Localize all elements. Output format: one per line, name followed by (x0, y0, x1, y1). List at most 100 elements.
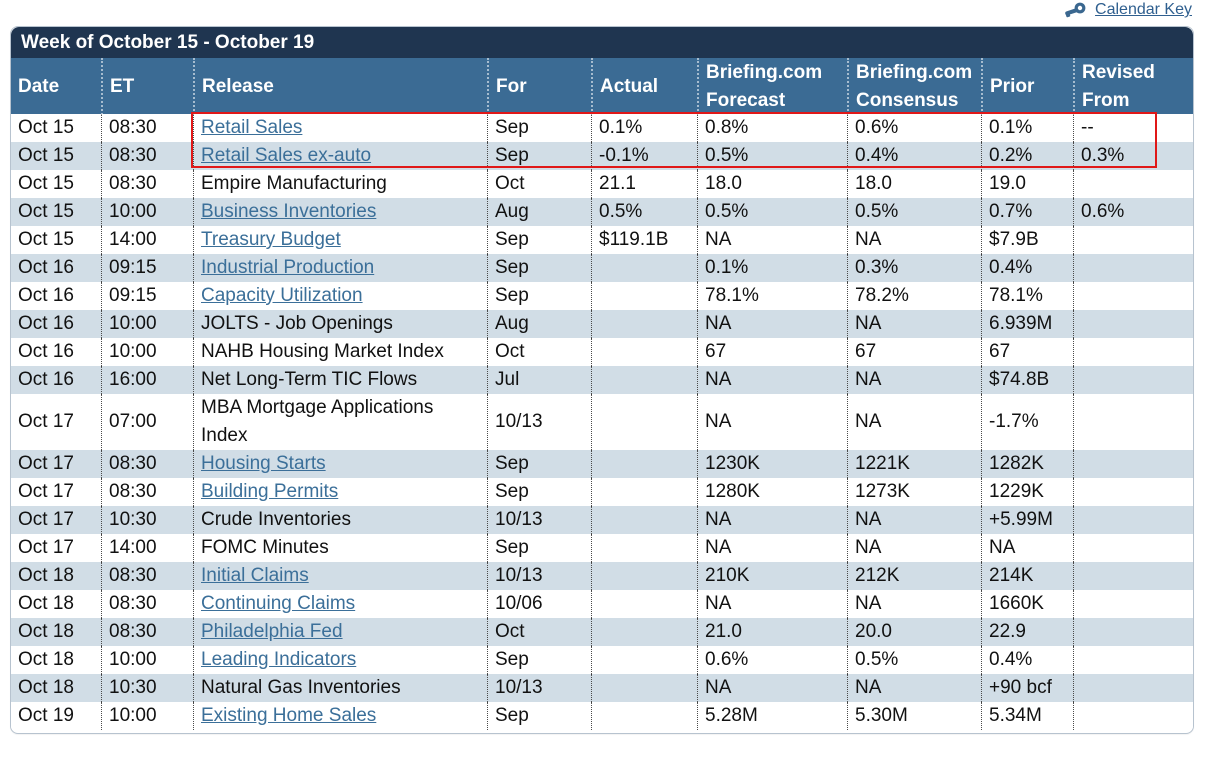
release-cell[interactable]: Existing Home Sales (193, 702, 487, 730)
revised-from-cell: -- (1073, 114, 1193, 142)
release-label: Crude Inventories (201, 509, 351, 530)
prior-cell: 0.2% (981, 142, 1073, 170)
prior-cell: 0.4% (981, 646, 1073, 674)
for-cell: Sep (487, 142, 591, 170)
table-row: Oct 16 09:15 Capacity Utilization Sep 78.1% 7… (11, 282, 1193, 310)
prior-cell: 0.7% (981, 198, 1073, 226)
release-link[interactable]: Retail Sales ex-auto (201, 145, 372, 166)
time-cell: 10:00 (101, 338, 193, 366)
release-cell[interactable]: Capacity Utilization (193, 282, 487, 310)
time-cell: 08:30 (101, 142, 193, 170)
release-link[interactable]: Leading Indicators (201, 649, 357, 670)
time-cell: 08:30 (101, 114, 193, 142)
table-row: Oct 15 08:30 Retail Sales ex-auto Sep -0.1% 0… (11, 142, 1193, 170)
release-label: NAHB Housing Market Index (201, 341, 444, 362)
table-row: Oct 17 08:30 Building Permits Sep 1280K 1273K… (11, 478, 1193, 506)
date-cell: Oct 16 (18, 341, 74, 362)
release-link[interactable]: Treasury Budget (201, 229, 341, 250)
column-header-revised-from-line1: Revised (1082, 62, 1155, 83)
time-cell: 10:00 (101, 702, 193, 730)
column-header-consensus: Briefing.com Consensus (847, 58, 981, 115)
forecast-cell: NA (697, 394, 847, 450)
prior-cell: $74.8B (981, 366, 1073, 394)
actual-cell (591, 310, 697, 338)
table-row: Oct 18 10:00 Leading Indicators Sep 0.6% 0.5%… (11, 646, 1193, 674)
actual-cell: $119.1B (591, 226, 697, 254)
forecast-cell: NA (697, 534, 847, 562)
release-cell[interactable]: Building Permits (193, 478, 487, 506)
prior-cell: NA (981, 534, 1073, 562)
forecast-cell: NA (697, 226, 847, 254)
release-link[interactable]: Industrial Production (201, 257, 375, 278)
column-header-prior: Prior (981, 58, 1073, 115)
revised-from-cell (1073, 282, 1193, 310)
forecast-cell: 0.6% (697, 646, 847, 674)
column-header-revised-from: Revised From (1073, 58, 1193, 115)
consensus-cell: NA (847, 226, 981, 254)
release-cell[interactable]: Retail Sales ex-auto (193, 142, 487, 170)
table-row: Oct 16 10:00 JOLTS - Job Openings Aug NA NA 6.… (11, 310, 1193, 338)
calendar-key-link-area[interactable]: Calendar Key (1057, 0, 1192, 20)
column-header-date-label: Date (18, 75, 60, 97)
revised-from-cell (1073, 674, 1193, 702)
calendar-key-link[interactable]: Calendar Key (1095, 1, 1192, 18)
release-link[interactable]: Business Inventories (201, 201, 377, 222)
release-link[interactable]: Initial Claims (201, 565, 309, 586)
time-cell: 08:30 (101, 562, 193, 590)
actual-cell: 0.1% (591, 114, 697, 142)
release-link[interactable]: Continuing Claims (201, 593, 356, 614)
prior-cell: 0.1% (981, 114, 1073, 142)
consensus-cell: 0.5% (847, 198, 981, 226)
table-row: Oct 15 14:00 Treasury Budget Sep $119.1B NA NA… (11, 226, 1193, 254)
prior-cell: 1229K (981, 478, 1073, 506)
release-link[interactable]: Housing Starts (201, 453, 326, 474)
date-cell: Oct 18 (18, 677, 74, 698)
revised-from-cell (1073, 506, 1193, 534)
release-cell[interactable]: Industrial Production (193, 254, 487, 282)
date-cell: Oct 15 (18, 145, 74, 166)
date-cell: Oct 15 (18, 117, 74, 138)
release-link[interactable]: Existing Home Sales (201, 705, 377, 726)
column-header-consensus-label: Briefing.com Consensus (856, 59, 972, 115)
table-row: Oct 17 10:30 Crude Inventories 10/13 NA NA +5.… (11, 506, 1193, 534)
consensus-cell: NA (847, 534, 981, 562)
table-row: Oct 17 07:00 MBA Mortgage Applications Ind… (11, 394, 1193, 450)
for-cell: Oct (487, 618, 591, 646)
actual-cell (591, 478, 697, 506)
revised-from-cell (1073, 254, 1193, 282)
revised-from-cell (1073, 646, 1193, 674)
release-link[interactable]: Retail Sales (201, 117, 303, 138)
release-cell: NAHB Housing Market Index (193, 338, 487, 366)
time-cell: 14:00 (101, 534, 193, 562)
revised-from-cell (1073, 562, 1193, 590)
forecast-cell: 0.5% (697, 198, 847, 226)
release-cell[interactable]: Housing Starts (193, 450, 487, 478)
release-cell[interactable]: Continuing Claims (193, 590, 487, 618)
revised-from-cell (1073, 226, 1193, 254)
release-link[interactable]: Philadelphia Fed (201, 621, 343, 642)
release-link[interactable]: Building Permits (201, 481, 339, 502)
for-cell: Oct (487, 338, 591, 366)
release-cell[interactable]: Retail Sales (193, 114, 487, 142)
prior-cell: 1660K (981, 590, 1073, 618)
release-cell[interactable]: Business Inventories (193, 198, 487, 226)
release-cell[interactable]: Philadelphia Fed (193, 618, 487, 646)
prior-cell: 6.939M (981, 310, 1073, 338)
actual-cell (591, 366, 697, 394)
prior-cell: +5.99M (981, 506, 1073, 534)
consensus-cell: NA (847, 590, 981, 618)
actual-cell (591, 702, 697, 730)
release-cell[interactable]: Leading Indicators (193, 646, 487, 674)
release-cell: JOLTS - Job Openings (193, 310, 487, 338)
consensus-cell: NA (847, 674, 981, 702)
forecast-cell: 0.8% (697, 114, 847, 142)
release-cell[interactable]: Initial Claims (193, 562, 487, 590)
for-cell: Sep (487, 114, 591, 142)
release-link[interactable]: Capacity Utilization (201, 285, 363, 306)
column-header-consensus-line1: Briefing.com (856, 62, 973, 83)
time-cell: 08:30 (101, 170, 193, 198)
release-cell[interactable]: Treasury Budget (193, 226, 487, 254)
column-header-actual-label: Actual (600, 75, 659, 97)
consensus-cell: 1273K (847, 478, 981, 506)
column-header-for-label: For (496, 75, 527, 97)
